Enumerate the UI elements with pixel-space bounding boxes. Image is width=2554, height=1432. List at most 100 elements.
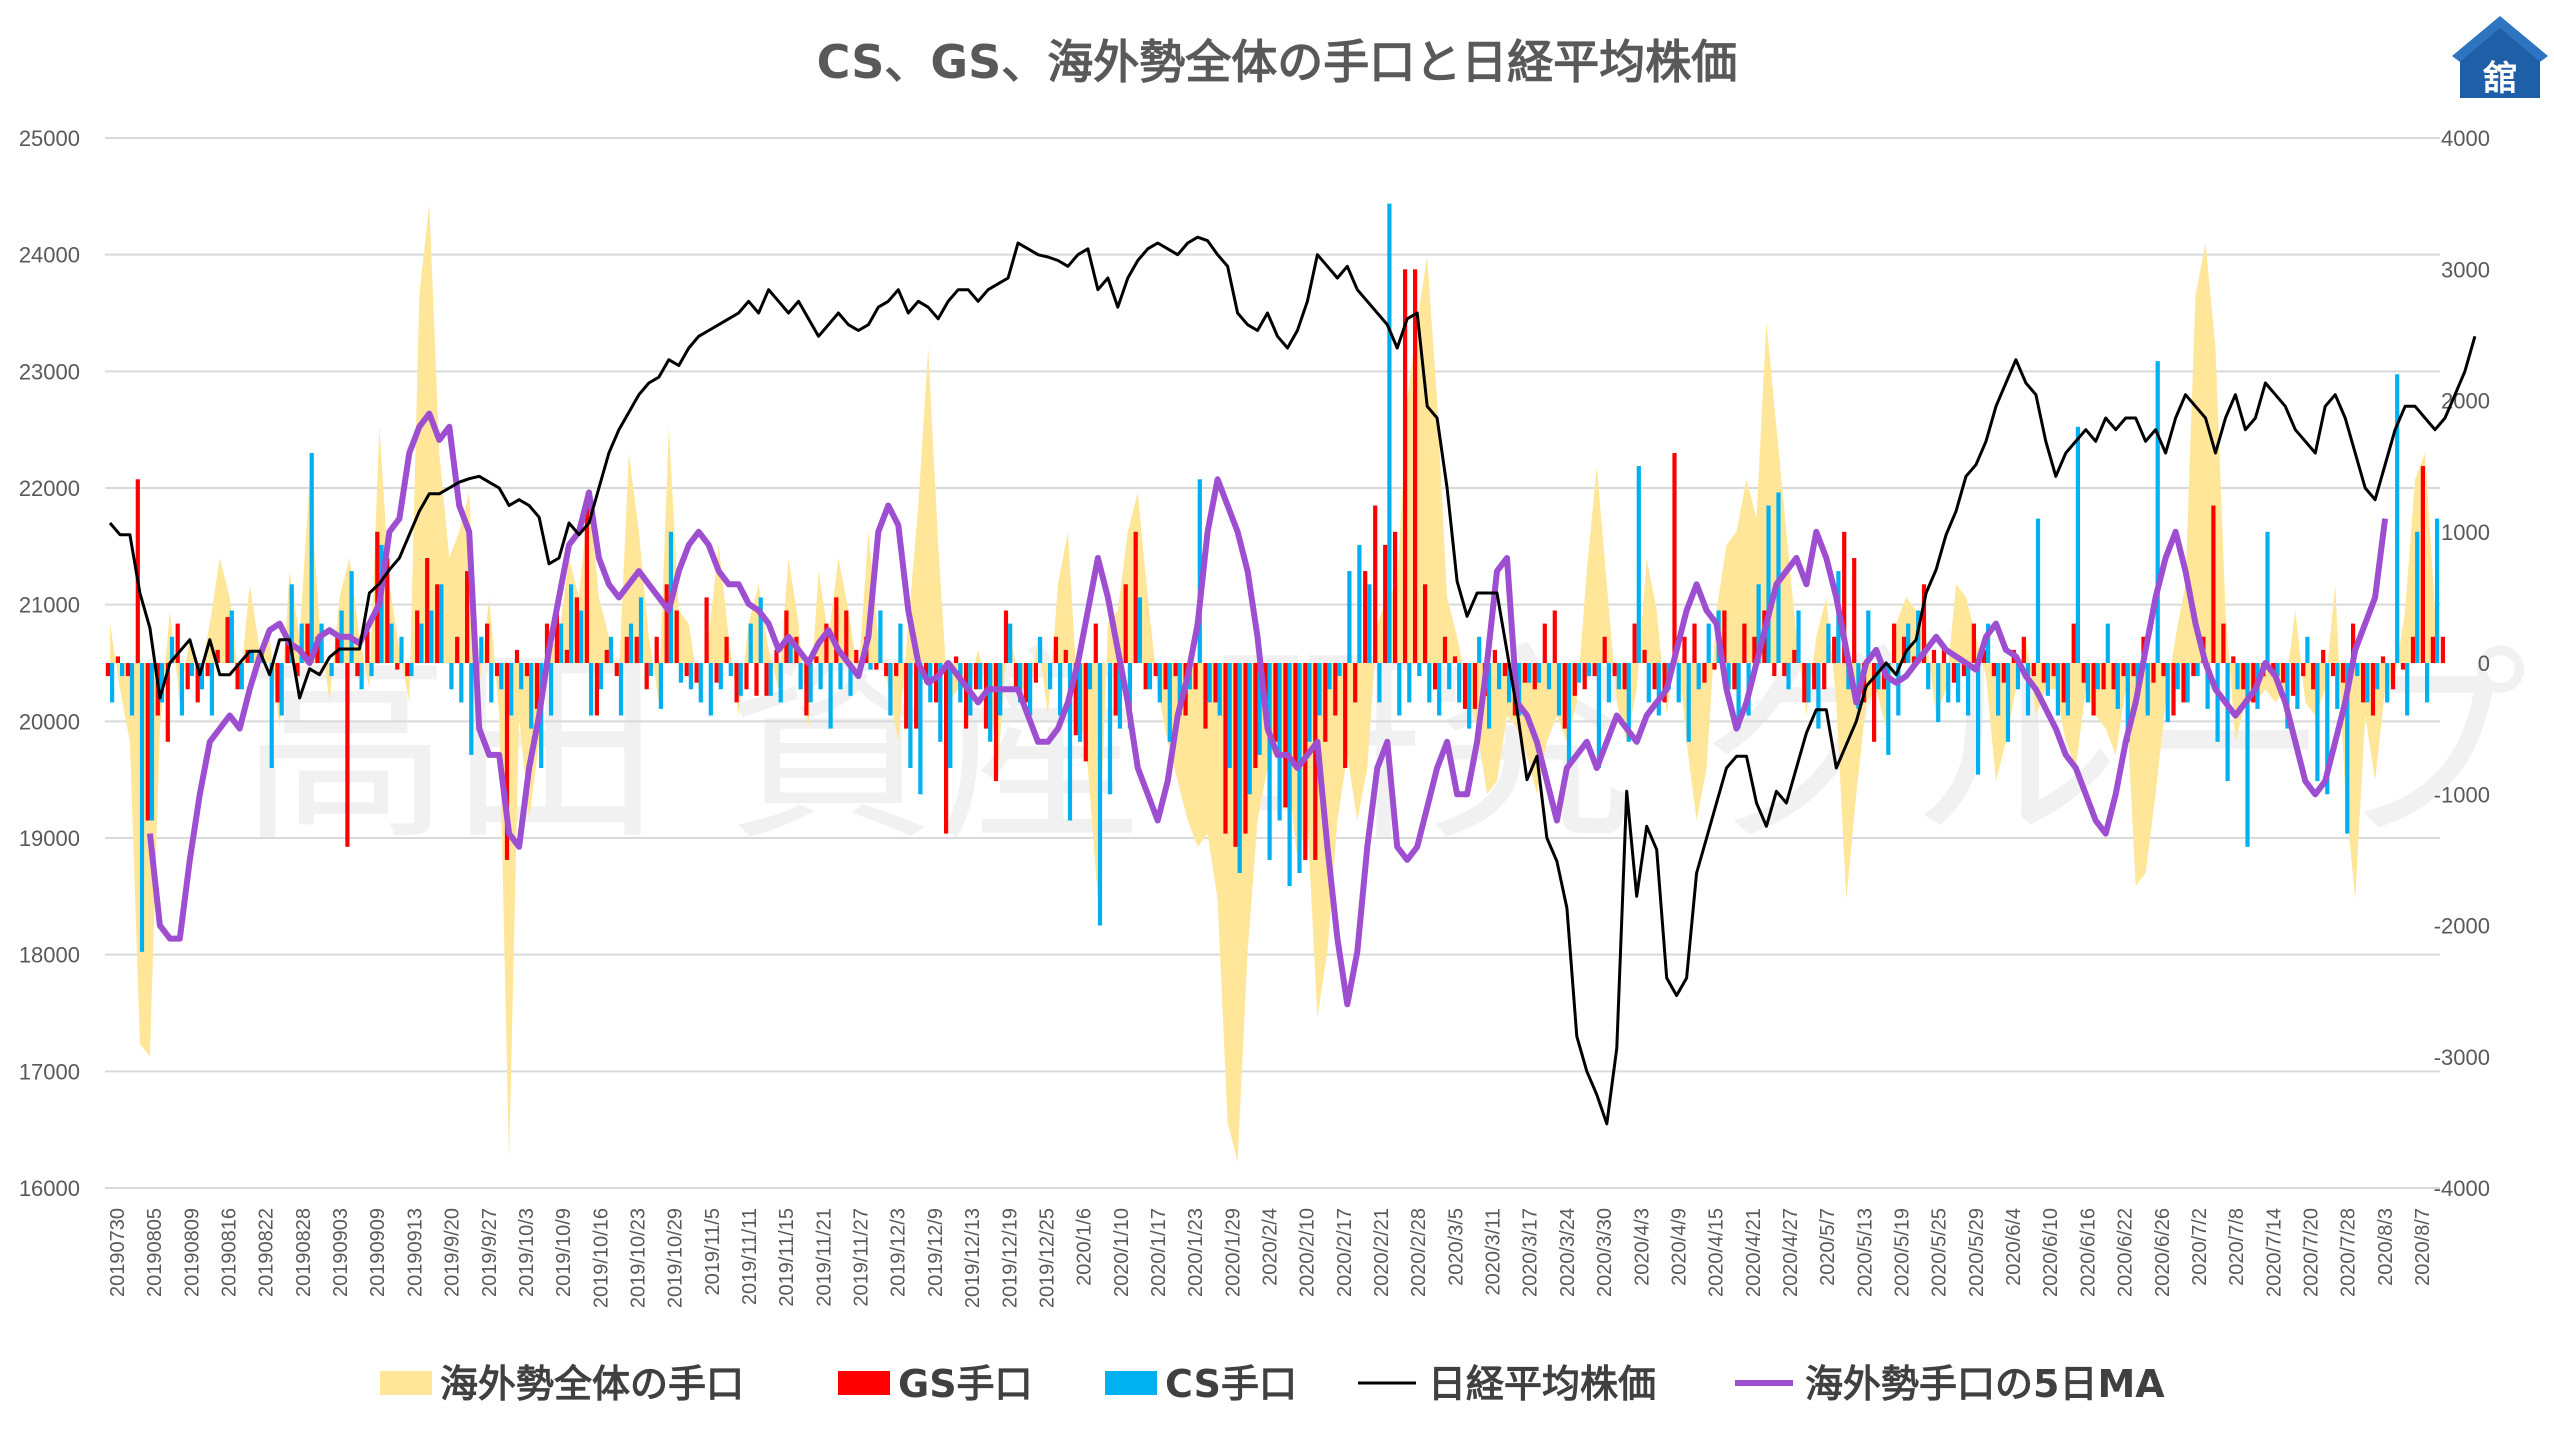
cs-bar <box>299 623 304 663</box>
cs-bar <box>529 663 534 729</box>
cs-bar <box>519 663 524 690</box>
gs-bar <box>574 597 579 663</box>
gs-bar <box>385 558 390 663</box>
cs-bar <box>359 663 364 690</box>
cs-bar <box>978 663 983 690</box>
cs-bar <box>1287 663 1292 887</box>
x-tick-label: 2019/10/29 <box>665 1208 687 1308</box>
left-tick-label: 20000 <box>19 709 80 734</box>
right-tick-label: -3000 <box>2434 1045 2490 1070</box>
cs-bar <box>1397 663 1402 716</box>
x-tick-label: 2019/11/15 <box>776 1208 798 1307</box>
right-tick-label: 3000 <box>2441 257 2490 282</box>
cs-bar <box>1237 663 1242 873</box>
x-tick-label: 2020/7/14 <box>2263 1208 2285 1297</box>
cs-bar <box>199 663 204 690</box>
cs-bar <box>1766 505 1771 663</box>
x-tick-label: 2019/10/9 <box>553 1208 575 1297</box>
gs-bar <box>814 656 819 663</box>
cs-bar <box>269 663 274 768</box>
left-tick-label: 25000 <box>19 126 80 151</box>
cs-bar <box>1517 663 1522 716</box>
cs-bar <box>1038 636 1043 664</box>
cs-bar <box>1896 663 1901 716</box>
x-tick-label: 2020/3/17 <box>1520 1208 1542 1297</box>
gs-bar <box>2061 663 2066 703</box>
cs-bar <box>2045 663 2050 696</box>
cs-bar <box>149 663 155 821</box>
gs-bar <box>1353 663 1358 703</box>
cs-bar <box>818 663 823 690</box>
cs-bar <box>2265 531 2270 664</box>
cs-bar <box>159 663 165 703</box>
cs-bar <box>1636 466 1641 663</box>
cs-bar <box>1107 663 1113 795</box>
cs-bar <box>768 663 773 696</box>
cs-bar <box>598 663 604 690</box>
cs-bar <box>249 649 254 663</box>
cs-bar <box>1008 623 1013 663</box>
gs-bar <box>874 663 879 670</box>
gs-bar <box>1562 663 1567 729</box>
cs-bar <box>2235 663 2240 690</box>
cs-bar <box>1497 663 1502 690</box>
cs-bar <box>1487 663 1492 729</box>
gs-bar <box>135 479 140 664</box>
gs-bar <box>504 663 510 860</box>
cs-bar <box>1277 663 1282 821</box>
legend-label: GS手口 <box>898 1362 1033 1406</box>
cs-bar <box>2295 663 2300 709</box>
cs-bar <box>499 663 504 690</box>
gs-bar <box>2021 636 2026 664</box>
cs-bar <box>988 663 993 742</box>
cs-bar <box>2435 518 2440 663</box>
cs-bar <box>1077 663 1083 742</box>
gs-bar <box>1323 663 1328 742</box>
gs-bar <box>1592 663 1597 677</box>
gs-bar <box>2001 663 2006 683</box>
x-tick-label: 2020/5/19 <box>1892 1208 1914 1297</box>
cs-bar <box>1986 623 1991 663</box>
cs-bar <box>1566 663 1572 768</box>
gs-bar <box>954 656 959 663</box>
x-tick-label: 2020/1/6 <box>1074 1208 1096 1286</box>
x-tick-label: 2020/7/28 <box>2338 1208 2360 1297</box>
cs-bar <box>2165 663 2170 723</box>
gs-bar <box>1363 571 1368 663</box>
legend-swatch <box>380 1371 432 1395</box>
bar-series <box>105 203 2445 952</box>
cs-bar <box>848 663 853 696</box>
gs-bar <box>2440 636 2445 664</box>
cs-bar <box>569 584 574 664</box>
x-tick-label: 2020/1/23 <box>1185 1208 1207 1297</box>
gs-bar <box>1622 663 1627 690</box>
cs-bar <box>1347 571 1352 663</box>
left-tick-label: 22000 <box>19 476 80 501</box>
x-tick-label: 2020/5/29 <box>1966 1208 1988 1297</box>
cs-bar <box>688 663 693 690</box>
cs-bar <box>1477 636 1482 664</box>
cs-bar <box>129 663 135 716</box>
logo-text: 舘 <box>2483 59 2517 99</box>
cs-bar <box>1966 663 1971 716</box>
gs-bar <box>2341 663 2346 683</box>
gs-bar <box>554 610 559 663</box>
cs-bar <box>1956 663 1961 703</box>
gs-bar <box>2291 663 2296 696</box>
left-tick-label: 18000 <box>19 943 80 968</box>
gs-bar <box>1133 531 1138 664</box>
cs-bar <box>718 663 723 690</box>
cs-bar <box>638 597 644 663</box>
cs-bar <box>1527 663 1532 683</box>
cs-bar <box>1876 663 1881 690</box>
gs-bar <box>105 663 110 677</box>
gs-bar <box>2161 663 2166 677</box>
cs-bar <box>2125 663 2130 742</box>
legend: 海外勢全体の手口 GS手口 CS手口 日経平均株価 海外勢手口の5日MA <box>380 1362 2165 1406</box>
gs-bar <box>614 663 619 677</box>
x-tick-label: 20190903 <box>330 1208 352 1297</box>
cs-bar <box>2195 663 2200 677</box>
gs-bar <box>1273 663 1278 742</box>
left-axis-ticks: 25000 24000 23000 22000 21000 20000 19000 18000… <box>19 126 80 1201</box>
cs-bar <box>1407 663 1412 703</box>
